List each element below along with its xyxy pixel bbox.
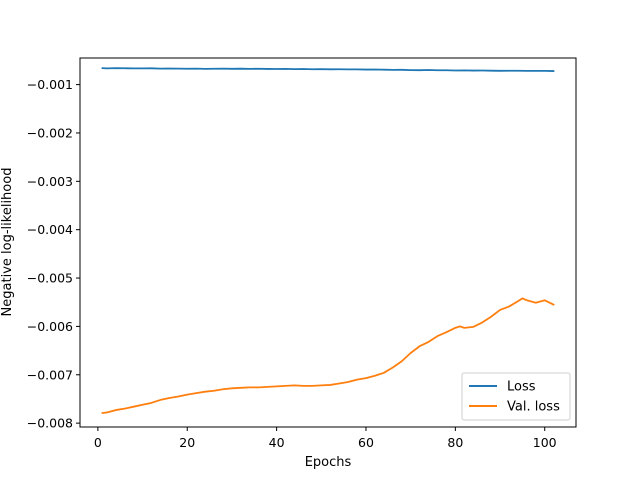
y-axis-ticks: −0.001 −0.002 −0.003 −0.004 −0.005 −0.006 −0.0… — [27, 77, 80, 431]
y-tick-label: −0.008 — [27, 416, 73, 431]
y-tick-label: −0.002 — [27, 125, 73, 140]
legend-label-loss: Loss — [507, 380, 536, 395]
series-line-loss — [101, 67, 555, 72]
legend-box — [461, 372, 571, 421]
series-line-val-loss — [101, 297, 555, 414]
y-tick-label: −0.003 — [27, 174, 73, 189]
x-tick-label: 60 — [358, 435, 374, 450]
legend-label-val-loss: Val. loss — [507, 400, 560, 415]
y-tick-label: −0.006 — [27, 319, 73, 334]
x-tick-label: 20 — [179, 435, 195, 450]
y-axis-label: Negative log-likelihood — [0, 168, 15, 317]
x-axis-label: Epochs — [305, 455, 352, 470]
plot-frame — [79, 57, 577, 428]
x-tick-label: 80 — [447, 435, 463, 450]
y-tick-label: −0.001 — [27, 77, 73, 92]
legend: Loss Val. loss — [461, 372, 571, 421]
series-layer — [101, 67, 555, 414]
x-tick-label: 100 — [533, 435, 557, 450]
x-axis-ticks: 0 20 40 60 80 100 — [94, 427, 557, 450]
y-tick-label: −0.005 — [27, 271, 73, 286]
x-tick-label: 0 — [94, 435, 102, 450]
x-tick-label: 40 — [269, 435, 285, 450]
plot-area — [79, 57, 577, 428]
y-tick-label: −0.004 — [27, 222, 73, 237]
y-tick-label: −0.007 — [27, 367, 73, 382]
